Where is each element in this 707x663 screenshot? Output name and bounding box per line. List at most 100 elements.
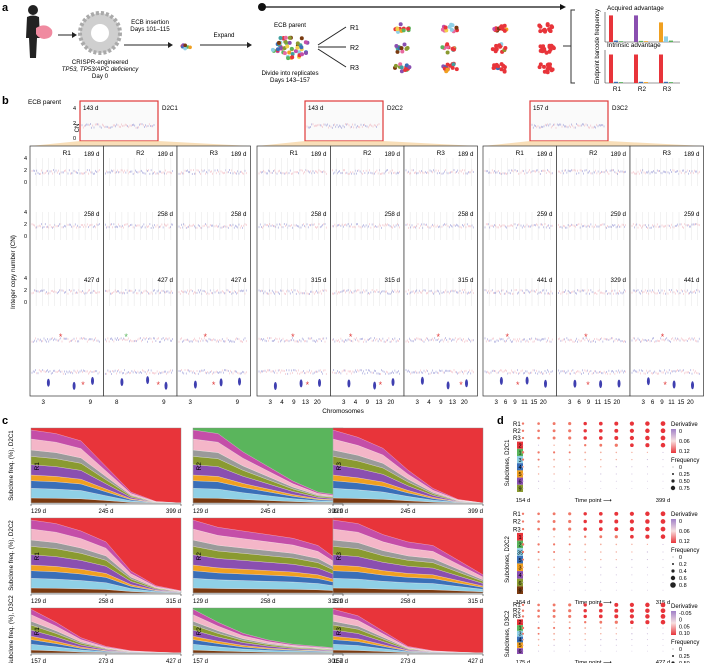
- group-id: D2C1: [162, 105, 178, 112]
- bubble: [646, 639, 648, 641]
- bubble: [521, 632, 525, 635]
- bubble: [662, 627, 664, 629]
- bar-y-label: Endpoint barcode frequency: [595, 9, 601, 84]
- cell: [406, 26, 411, 31]
- chrom-label: 4: [280, 399, 284, 406]
- rep-frame: [330, 145, 405, 397]
- bubble: [584, 638, 586, 641]
- cn-parent-D2C2: 143 d D2C2: [304, 100, 403, 142]
- bubble: [615, 589, 617, 591]
- gain-star: *: [506, 332, 510, 342]
- bubble: [553, 626, 556, 630]
- bubble: [660, 519, 666, 524]
- cell: [276, 47, 280, 52]
- deriv-tick: 0.12: [679, 539, 690, 545]
- bubble: [553, 558, 555, 561]
- chrom-label: 9: [292, 399, 296, 406]
- bubble: [537, 520, 540, 523]
- acquired-label: Acquired advantage: [607, 5, 664, 12]
- bubble: [600, 558, 602, 561]
- bubble: [537, 550, 540, 554]
- rep-label: R3: [513, 527, 521, 533]
- freq-dot: [670, 485, 676, 491]
- cell: [402, 42, 407, 47]
- loss-star: *: [306, 380, 310, 390]
- day-label: 189 d: [611, 151, 627, 158]
- x-tick-label: 315 d: [166, 599, 181, 605]
- bubble: [646, 451, 649, 454]
- rep-label: R2: [513, 429, 521, 435]
- x-tick-label: 157 d: [333, 659, 348, 663]
- clone-label: 6: [518, 581, 521, 587]
- bubble: [645, 526, 650, 532]
- x-tick-label: 245 d: [98, 509, 113, 515]
- bubble: [568, 519, 572, 524]
- cell: [445, 42, 450, 47]
- bubble: [538, 581, 540, 584]
- rep-label: R2: [363, 150, 372, 157]
- replicate-r3: R3: [350, 65, 359, 72]
- freq-tick: 0.2: [679, 562, 687, 568]
- x-tick-label: 273 d: [400, 659, 415, 663]
- bar: [644, 41, 648, 42]
- rep-label: R1: [513, 422, 521, 428]
- bubble: [537, 615, 540, 618]
- bubble: [522, 473, 524, 475]
- day-label: 258 d: [385, 211, 401, 218]
- cn-loss: [373, 381, 377, 390]
- clone-swatch: [517, 484, 523, 492]
- x-tick-label: 427 d: [468, 659, 483, 663]
- rep-label: R2: [589, 150, 598, 157]
- chrom-label: 3: [415, 399, 419, 406]
- cn-loss: [420, 376, 424, 385]
- bubble: [662, 451, 664, 453]
- cn-loss: [72, 381, 76, 390]
- clone-label: 2: [518, 543, 521, 549]
- cell: [538, 24, 543, 29]
- bubble: [600, 574, 602, 576]
- bar: [614, 81, 618, 83]
- parent-box: [529, 100, 609, 142]
- replicate-r2: R2: [350, 45, 359, 52]
- clone-label: 2: [518, 443, 521, 449]
- bubble: [646, 627, 649, 629]
- rep-frame: [556, 145, 631, 397]
- deriv-tick: 0.06: [679, 439, 690, 445]
- bubble: [615, 582, 617, 583]
- bar: [609, 15, 613, 42]
- chrom-label: 4: [427, 399, 431, 406]
- endpoint-bars: [604, 12, 680, 84]
- day-label: 441 d: [684, 277, 700, 284]
- cell: [445, 67, 450, 72]
- bubble: [553, 451, 556, 454]
- freq-dot: [671, 569, 675, 573]
- clone-swatch: [517, 571, 523, 579]
- bubble: [600, 650, 602, 652]
- rep-label: R3: [437, 150, 446, 157]
- bubble: [537, 451, 540, 454]
- bubble: [522, 444, 524, 446]
- bubble: [584, 487, 586, 489]
- chrom-label: 9: [439, 399, 443, 406]
- deriv-tick: 0: [679, 519, 682, 525]
- bubble: [522, 487, 524, 489]
- rep-frame: [176, 145, 251, 397]
- bubble: [522, 465, 524, 468]
- bubble: [629, 428, 635, 433]
- bubble: [553, 574, 555, 576]
- cell: [300, 52, 304, 57]
- bubble: [553, 644, 555, 646]
- deriv-tick: 0.12: [679, 449, 690, 455]
- replicate-r1: R1: [350, 25, 359, 32]
- bubble: [568, 422, 572, 426]
- bubble: [615, 650, 617, 652]
- day-label: 427 d: [84, 277, 100, 284]
- bubble: [553, 487, 555, 489]
- muller-0-R1: R1 129 d 245 d 399 d Subclone freq. (%), D2C…: [8, 427, 182, 515]
- bubble: [662, 633, 664, 635]
- panel-b: b ECB parent Integer copy number (CN) CN…: [2, 95, 704, 415]
- bubble: [538, 487, 540, 489]
- rep-label: R2: [513, 608, 521, 614]
- bubble: [521, 451, 525, 454]
- gain-star: *: [661, 332, 665, 342]
